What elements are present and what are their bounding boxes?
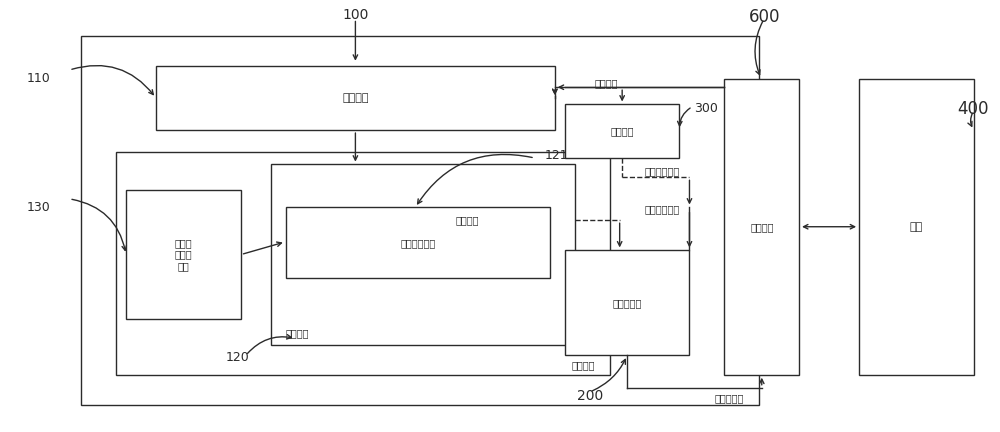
Text: 130: 130 [26, 201, 50, 214]
Text: 120: 120 [226, 351, 250, 364]
Bar [271, 165, 575, 345]
Text: 第一霍尔信号: 第一霍尔信号 [645, 205, 680, 215]
Bar [81, 36, 759, 405]
Text: 电机接口: 电机接口 [750, 222, 774, 232]
Text: 适配模块: 适配模块 [571, 361, 595, 371]
Text: 电机: 电机 [910, 222, 923, 232]
Text: 开关单元: 开关单元 [286, 328, 309, 338]
Bar [859, 79, 974, 375]
Text: 电机控制器: 电机控制器 [715, 393, 744, 403]
Text: 121: 121 [545, 149, 568, 162]
Bar [126, 190, 241, 319]
Text: 控制单元: 控制单元 [342, 93, 369, 103]
Text: 400: 400 [957, 100, 989, 118]
Text: 驱动信号: 驱动信号 [455, 215, 479, 226]
Bar [565, 250, 689, 356]
Bar [724, 79, 799, 375]
Text: 110: 110 [26, 72, 50, 85]
Text: 第二霍尔信号: 第二霍尔信号 [645, 166, 680, 176]
Text: 200: 200 [577, 389, 603, 403]
Bar [286, 207, 550, 278]
Text: 100: 100 [342, 8, 369, 22]
Bar [565, 105, 679, 158]
Text: 600: 600 [749, 8, 780, 26]
Text: 驱动信
号产生
单元: 驱动信 号产生 单元 [175, 238, 192, 271]
Text: 300: 300 [694, 102, 718, 115]
Text: 至少一个开关: 至少一个开关 [400, 238, 435, 248]
Text: 稳定模块: 稳定模块 [610, 126, 634, 136]
Text: 电机驱动器: 电机驱动器 [612, 298, 642, 308]
Text: 反馈信号: 反馈信号 [595, 78, 618, 88]
Bar [156, 66, 555, 130]
Bar [116, 152, 610, 375]
